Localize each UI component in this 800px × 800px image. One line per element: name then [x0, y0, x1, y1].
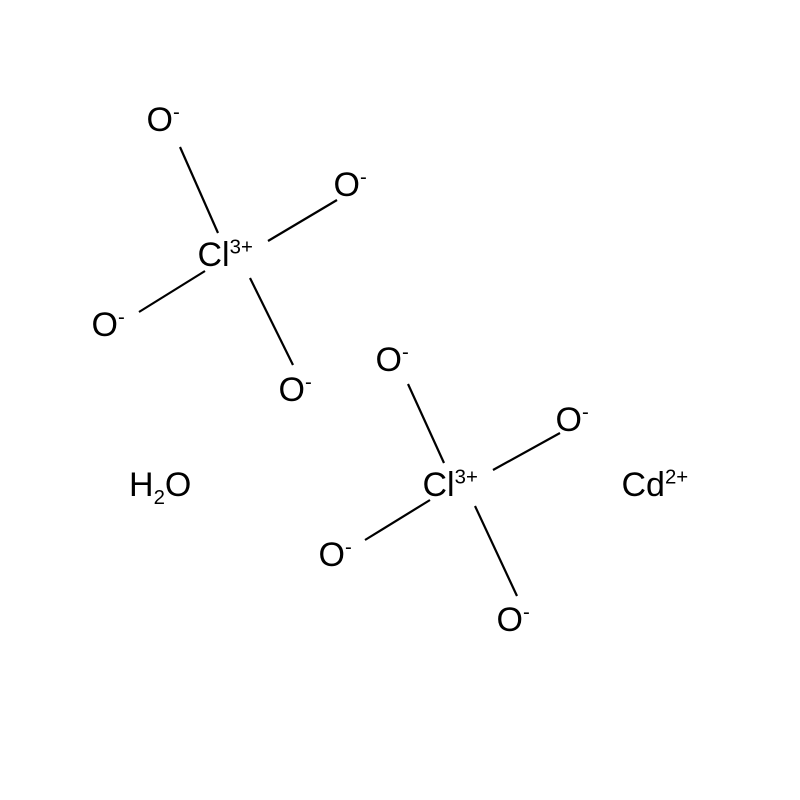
- atom-o1-tl: O-: [147, 103, 180, 137]
- atom-o2-bl: O-: [319, 538, 352, 572]
- structure-canvas: Cl3+ O- O- O- O- Cl3+ O- O- O- O- H2O Cd2+: [0, 0, 800, 800]
- bond: [268, 200, 337, 241]
- atom-o2-tl: O-: [376, 343, 409, 377]
- bond: [475, 506, 517, 596]
- bond: [180, 147, 218, 233]
- bond: [493, 433, 560, 470]
- atom-o1-bl: O-: [92, 308, 125, 342]
- atom-o1-br: O-: [279, 373, 312, 407]
- atom-cl2: Cl3+: [423, 468, 478, 502]
- atom-o2-br: O-: [497, 603, 530, 637]
- bond: [139, 271, 205, 312]
- atom-h2o: H2O: [129, 468, 191, 502]
- atom-cd: Cd2+: [622, 468, 689, 502]
- atom-o1-tr: O-: [334, 168, 367, 202]
- bond: [408, 384, 444, 463]
- atom-o2-tr: O-: [556, 403, 589, 437]
- atom-cl1: Cl3+: [198, 238, 253, 272]
- bond: [365, 500, 430, 540]
- bond-layer: [0, 0, 800, 800]
- bond: [250, 278, 293, 365]
